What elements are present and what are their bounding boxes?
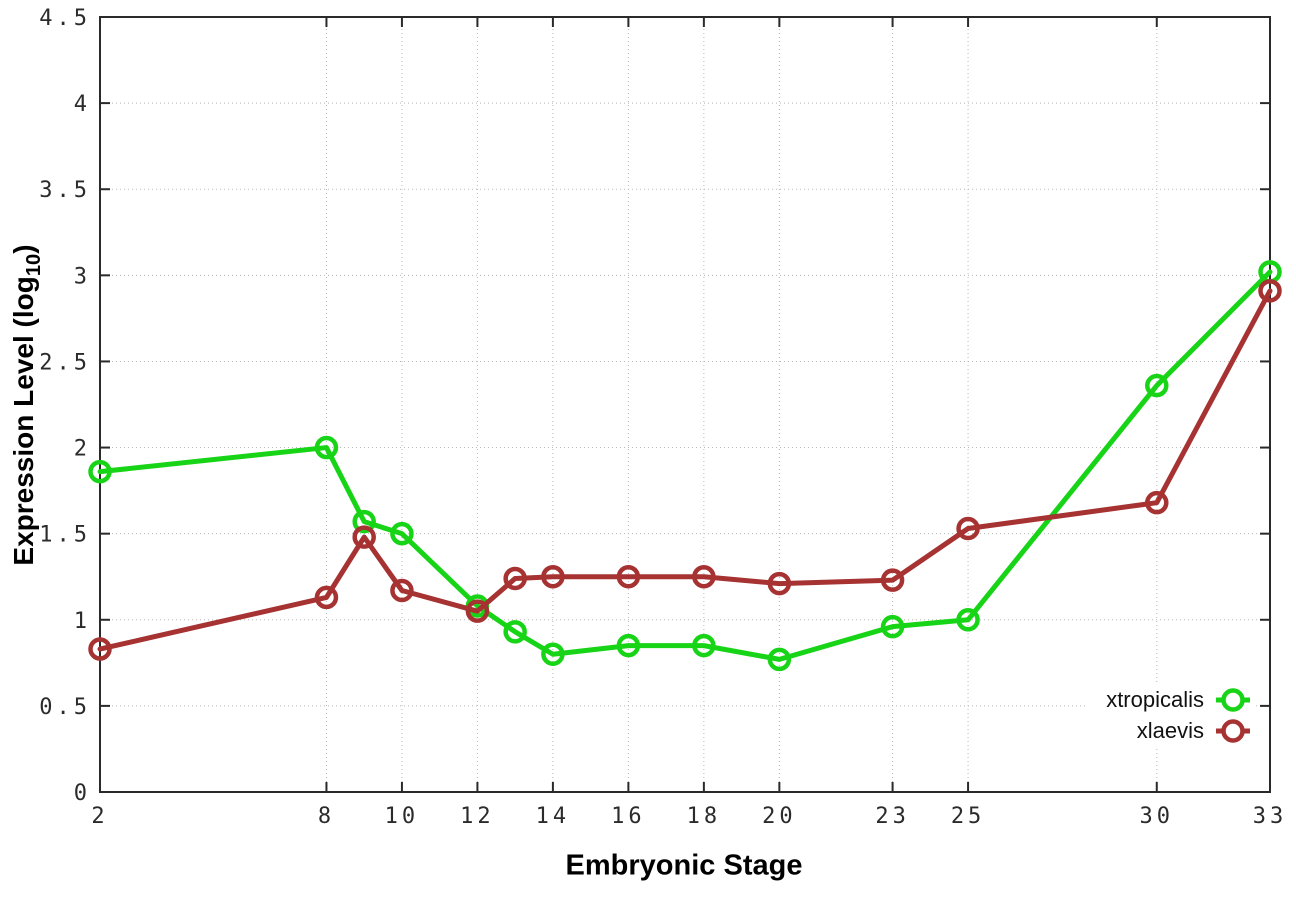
data-point-xlaevis	[1145, 490, 1169, 515]
y-axis-title: Expression Level (log10)	[8, 244, 46, 565]
x-tick-label: 12	[460, 804, 495, 829]
x-tick-label: 10	[385, 804, 420, 829]
legend-item-xlaevis: xlaevis	[1106, 715, 1253, 746]
x-tick-label: 23	[875, 804, 910, 829]
data-point-xlaevis	[692, 564, 716, 589]
legend-sample-circle	[1221, 718, 1245, 743]
x-tick-label: 30	[1140, 804, 1175, 829]
data-point-xtropicalis	[352, 509, 376, 534]
y-tick-label: 0	[74, 781, 91, 806]
y-tick-label: 0.5	[39, 695, 91, 720]
data-point-xtropicalis	[390, 521, 414, 546]
x-tick-label: 8	[318, 804, 335, 829]
data-point-xtropicalis	[1145, 373, 1169, 398]
data-point-xlaevis	[390, 578, 414, 603]
y-tick-label: 1	[74, 609, 91, 634]
y-tick-label: 4	[74, 92, 91, 117]
data-point-xtropicalis	[88, 459, 112, 484]
data-point-xlaevis	[541, 564, 565, 589]
x-tick-label: 18	[687, 804, 722, 829]
x-tick-label: 20	[762, 804, 797, 829]
plot-border	[99, 16, 1271, 793]
y-tick-label: 2	[74, 437, 91, 462]
series-line-xlaevis	[97, 288, 1273, 652]
data-point-xlaevis	[767, 571, 792, 596]
x-tick-label: 2	[91, 804, 108, 829]
y-tick-label: 3	[74, 264, 91, 289]
data-point-xtropicalis	[616, 633, 641, 658]
data-point-xtropicalis	[767, 647, 792, 672]
y-axis-title-subscript: 10	[22, 253, 45, 277]
data-point-xtropicalis	[692, 633, 716, 658]
data-point-xtropicalis	[956, 608, 980, 632]
data-point-xlaevis	[880, 568, 905, 592]
y-axis-title-text: Expression Level (log	[8, 276, 40, 566]
data-point-xlaevis	[503, 566, 527, 591]
data-point-xtropicalis	[503, 620, 527, 644]
legend-label-xtropicalis: xtropicalis	[1106, 687, 1204, 712]
x-tick-label: 16	[611, 804, 646, 829]
data-point-xtropicalis	[314, 435, 339, 460]
x-tick-label: 14	[536, 804, 571, 829]
series-line-xtropicalis	[97, 269, 1273, 662]
data-point-xlaevis	[616, 564, 641, 589]
y-tick-label: 4.5	[39, 6, 91, 31]
legend-item-xtropicalis: xtropicalis	[1106, 684, 1253, 715]
data-point-xlaevis	[314, 585, 339, 610]
x-axis-title: Embryonic Stage	[565, 849, 803, 882]
y-tick-label: 1.5	[39, 523, 91, 548]
y-tick-label: 2.5	[39, 350, 91, 375]
legend-marker-xtropicalis	[1216, 687, 1250, 712]
data-point-xlaevis	[1258, 279, 1282, 303]
data-point-xlaevis	[465, 599, 490, 623]
data-point-xlaevis	[352, 525, 376, 549]
data-point-xlaevis	[88, 637, 112, 661]
legend-sample-circle	[1221, 687, 1245, 712]
x-tick-label: 33	[1253, 804, 1288, 829]
legend-label-xlaevis: xlaevis	[1136, 718, 1204, 743]
data-point-xtropicalis	[880, 614, 905, 639]
x-tick-label: 25	[951, 804, 986, 829]
data-point-xtropicalis	[541, 642, 565, 666]
data-point-xlaevis	[956, 516, 980, 541]
legend-marker-xlaevis	[1216, 718, 1250, 743]
y-axis-title-close: )	[8, 244, 40, 254]
y-tick-label: 3.5	[39, 178, 91, 203]
chart-legend: xtropicalis xlaevis	[1088, 684, 1253, 746]
